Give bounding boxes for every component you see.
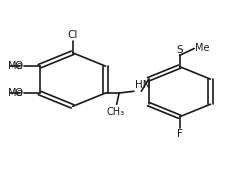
Text: F: F <box>177 129 183 139</box>
Text: Me: Me <box>195 43 210 53</box>
Text: S: S <box>176 45 183 55</box>
Text: Me: Me <box>8 61 22 71</box>
Text: HN: HN <box>135 80 151 90</box>
Text: Me: Me <box>8 88 22 98</box>
Text: Cl: Cl <box>67 30 78 40</box>
Text: O: O <box>15 61 23 71</box>
Text: CH₃: CH₃ <box>106 107 124 117</box>
Text: O: O <box>15 88 23 98</box>
